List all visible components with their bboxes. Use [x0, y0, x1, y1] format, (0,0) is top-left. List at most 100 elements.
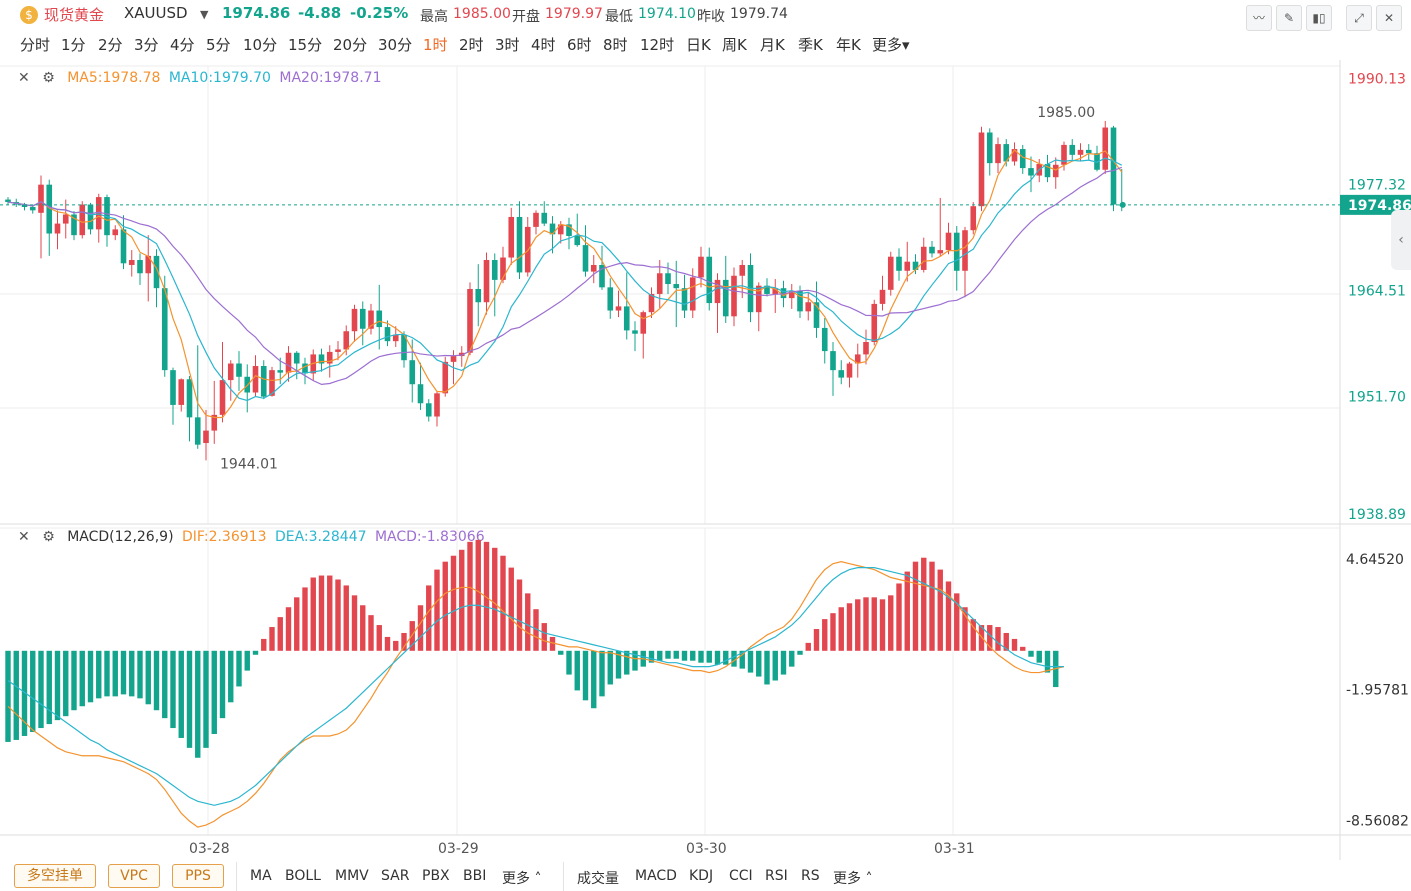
draw-pen-icon[interactable]: ✎ — [1276, 5, 1302, 31]
period-5[interactable]: 5分 — [206, 36, 231, 54]
main-indicator-1[interactable]: BOLL — [285, 868, 321, 884]
candle-body — [260, 366, 267, 397]
period-13[interactable]: 4时 — [531, 36, 556, 54]
macd-bar — [921, 557, 927, 651]
period-18[interactable]: 周K — [722, 36, 747, 54]
candle-body — [722, 279, 729, 317]
line-chart-icon[interactable]: 〰 — [1246, 5, 1272, 31]
fullscreen-icon[interactable]: ⤢ — [1346, 5, 1372, 31]
settings-icon[interactable]: ⚙ — [42, 70, 55, 86]
close-indicator-icon[interactable]: ✕ — [18, 70, 30, 86]
candle-body — [203, 430, 209, 444]
sub-indicator-1[interactable]: MACD — [635, 868, 677, 884]
main-indicator-4[interactable]: PBX — [422, 868, 450, 884]
candle-body — [640, 312, 647, 334]
macd-bar — [376, 625, 382, 651]
candle-body — [1102, 127, 1109, 170]
period-1[interactable]: 1分 — [61, 36, 86, 54]
sub-indicator-2[interactable]: KDJ — [689, 868, 714, 884]
period-20[interactable]: 季K — [798, 36, 823, 54]
price-axis-label: 1951.70 — [1348, 390, 1406, 406]
period-7[interactable]: 15分 — [288, 36, 323, 54]
sub-indicator-3[interactable]: CCI — [729, 868, 753, 884]
period-9[interactable]: 30分 — [378, 36, 413, 54]
candle-body — [227, 363, 234, 381]
macd-bar — [186, 650, 193, 748]
macd-bar — [5, 650, 11, 742]
macd-bar — [13, 650, 19, 740]
period-16[interactable]: 12时 — [640, 36, 675, 54]
sub-indicator-0[interactable]: 成交量 — [577, 871, 619, 887]
pps-button[interactable]: PPS — [172, 864, 224, 888]
close-icon[interactable]: ✕ — [1376, 5, 1402, 31]
period-12[interactable]: 3时 — [495, 36, 520, 54]
macd-bar — [269, 627, 275, 651]
macd-bar — [71, 650, 77, 711]
macd-bar — [1003, 632, 1009, 651]
candle-body — [541, 212, 548, 224]
candle-body — [104, 197, 110, 236]
candle-body — [566, 224, 572, 237]
sub-indicator-4[interactable]: RSI — [765, 868, 788, 884]
candle-body — [706, 256, 713, 304]
period-22[interactable]: 更多▾ — [872, 36, 910, 54]
candle-body — [846, 363, 853, 378]
symbol-name[interactable]: 现货黄金 — [44, 6, 105, 24]
time-axis-label: 03-29 — [438, 841, 479, 857]
long-short-orders-button[interactable]: 多空挂单 — [14, 864, 96, 888]
vpc-button[interactable]: VPC — [108, 864, 160, 888]
side-panel-toggle-icon[interactable]: ‹ — [1391, 210, 1411, 270]
candle-body — [112, 229, 119, 236]
macd-bar — [582, 650, 589, 701]
symbol-code[interactable]: XAUUSD — [124, 4, 188, 22]
candle-body — [211, 414, 218, 431]
main-indicator-3[interactable]: SAR — [381, 868, 410, 884]
candle-body — [953, 232, 960, 271]
period-3[interactable]: 3分 — [134, 36, 159, 54]
macd-bar — [574, 650, 580, 691]
candle-body — [516, 216, 523, 273]
settings-icon[interactable]: ⚙ — [42, 529, 55, 545]
macd-bar — [706, 650, 712, 663]
candle-body — [483, 260, 490, 303]
period-19[interactable]: 月K — [760, 36, 785, 54]
prev-close-value: 1979.74 — [730, 6, 788, 22]
period-10[interactable]: 1时 — [423, 36, 448, 54]
candle-body — [29, 207, 36, 211]
period-14[interactable]: 6时 — [567, 36, 592, 54]
period-15[interactable]: 8时 — [603, 36, 628, 54]
symbol-dropdown-icon[interactable]: ▼ — [200, 8, 209, 21]
macd-bar — [698, 650, 704, 663]
period-21[interactable]: 年K — [836, 36, 861, 54]
macd-bar — [46, 650, 52, 725]
macd-bar — [500, 555, 506, 651]
macd-bar — [219, 650, 226, 719]
period-0[interactable]: 分时 — [20, 36, 51, 54]
ma5-legend: MA5:1978.78 — [67, 70, 161, 86]
macd-bar — [129, 650, 135, 697]
candle-body — [879, 289, 886, 304]
main-indicator-6[interactable]: 更多 ˄ — [502, 871, 542, 887]
candle-body — [475, 288, 482, 303]
period-2[interactable]: 2分 — [98, 36, 123, 54]
candlestick-icon[interactable]: ▮▯ — [1306, 5, 1332, 31]
candle-body — [830, 351, 836, 371]
period-6[interactable]: 10分 — [243, 36, 278, 54]
macd-bar — [384, 636, 391, 651]
main-indicator-5[interactable]: BBI — [463, 868, 487, 884]
close-indicator-icon[interactable]: ✕ — [18, 529, 30, 545]
macd-bar — [360, 605, 366, 651]
candle-body — [648, 293, 655, 313]
sub-indicator-5[interactable]: RS — [801, 868, 820, 884]
kline-chart[interactable]: 1974.86 1985.00 1944.01 1990.13 1977.32 1964.… — [0, 60, 1411, 860]
period-8[interactable]: 20分 — [333, 36, 368, 54]
main-indicator-2[interactable]: MMV — [335, 868, 369, 884]
period-17[interactable]: 日K — [686, 36, 711, 54]
main-indicator-0[interactable]: MA — [250, 868, 272, 884]
sub-indicator-6[interactable]: 更多 ˄ — [833, 871, 873, 887]
period-11[interactable]: 2时 — [459, 36, 484, 54]
period-4[interactable]: 4分 — [170, 36, 195, 54]
macd-bar — [516, 579, 523, 651]
macd-name: MACD(12,26,9) — [67, 529, 174, 545]
dif-legend: DIF:2.36913 — [181, 529, 267, 545]
